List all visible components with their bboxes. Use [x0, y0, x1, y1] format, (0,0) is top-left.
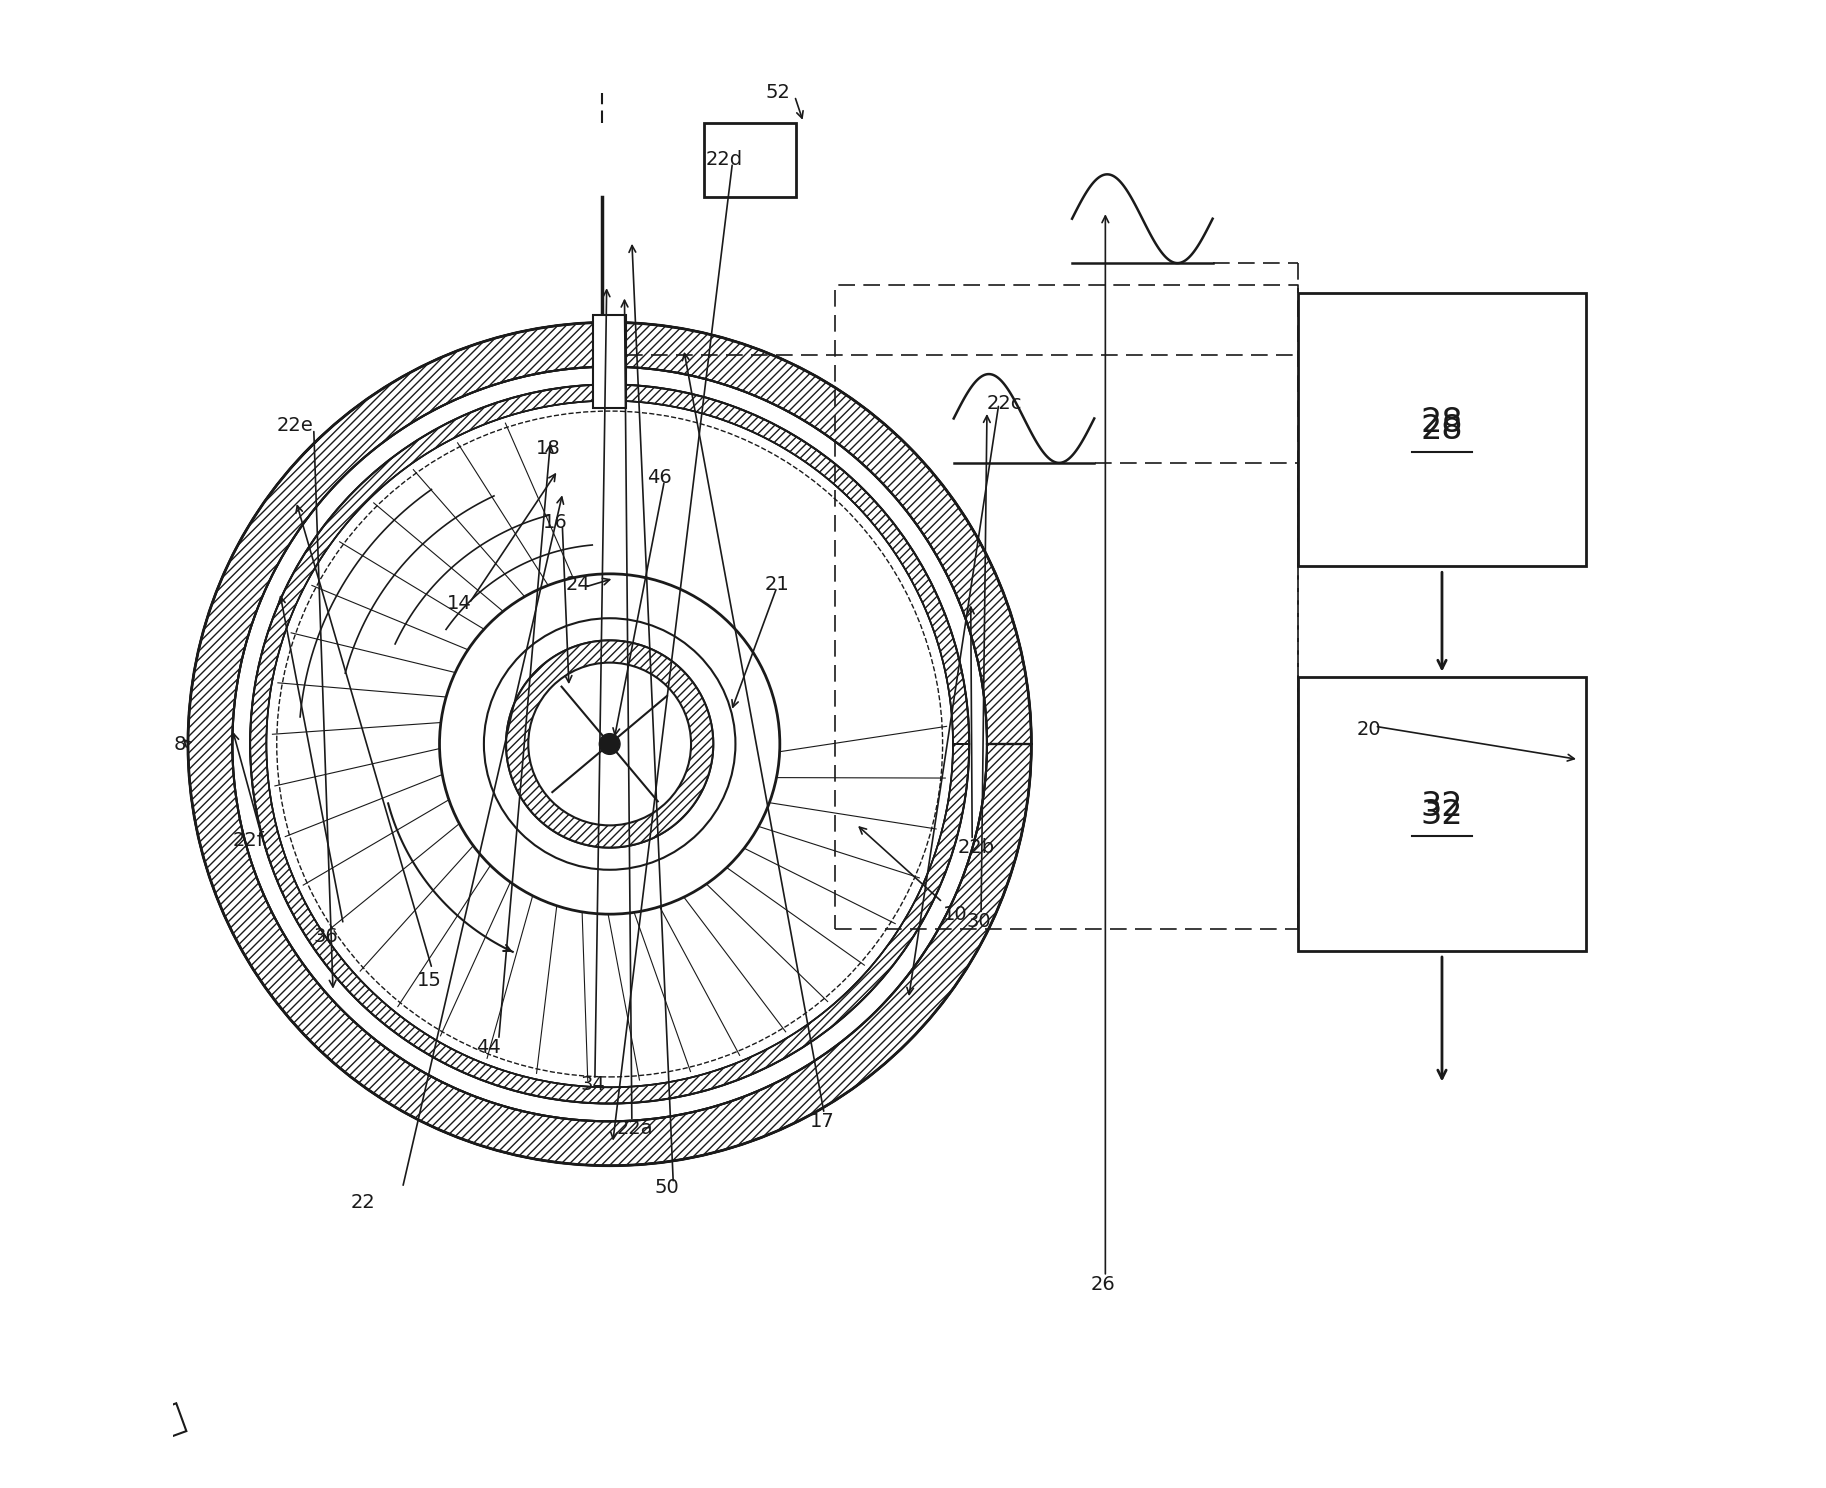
Text: 22f: 22f	[232, 830, 265, 850]
Text: 44: 44	[477, 1037, 502, 1056]
Text: 52: 52	[765, 83, 791, 103]
Text: 28: 28	[1421, 414, 1463, 446]
Circle shape	[528, 662, 690, 826]
Text: 30: 30	[966, 912, 992, 931]
Bar	[593, 315, 626, 408]
Text: 22a: 22a	[617, 1119, 654, 1138]
Text: 18: 18	[535, 439, 561, 458]
Text: 8: 8	[173, 735, 186, 753]
Polygon shape	[506, 640, 714, 848]
Text: 24: 24	[566, 574, 590, 594]
Text: 32: 32	[1421, 798, 1463, 830]
Text: 22e: 22e	[278, 417, 314, 436]
Text: 22d: 22d	[707, 150, 743, 170]
Polygon shape	[250, 384, 970, 1104]
Circle shape	[484, 618, 736, 870]
Bar	[137, 1403, 186, 1445]
Text: 10: 10	[942, 905, 968, 924]
Text: 50: 50	[654, 1178, 679, 1198]
Circle shape	[440, 574, 780, 914]
Text: 15: 15	[418, 972, 442, 990]
Bar	[705, 122, 796, 196]
Bar	[1298, 677, 1587, 951]
Text: 22b: 22b	[957, 838, 995, 857]
Polygon shape	[506, 640, 714, 848]
Text: 22c: 22c	[988, 394, 1023, 414]
Text: 16: 16	[542, 512, 568, 531]
Text: 32: 32	[1421, 790, 1463, 823]
Polygon shape	[188, 323, 1032, 1165]
Text: 17: 17	[809, 1112, 834, 1131]
Text: 26: 26	[1090, 1275, 1116, 1293]
Text: 28: 28	[1421, 406, 1463, 439]
Bar	[1298, 293, 1587, 567]
Text: 22: 22	[351, 1193, 376, 1213]
Text: 46: 46	[646, 469, 672, 487]
Text: 14: 14	[447, 594, 471, 613]
Circle shape	[599, 734, 621, 754]
Text: 20: 20	[1357, 720, 1382, 738]
Text: 21: 21	[765, 574, 791, 594]
Text: 34: 34	[581, 1074, 604, 1094]
Text: 36: 36	[314, 927, 338, 946]
Bar	[0, 1293, 11, 1335]
